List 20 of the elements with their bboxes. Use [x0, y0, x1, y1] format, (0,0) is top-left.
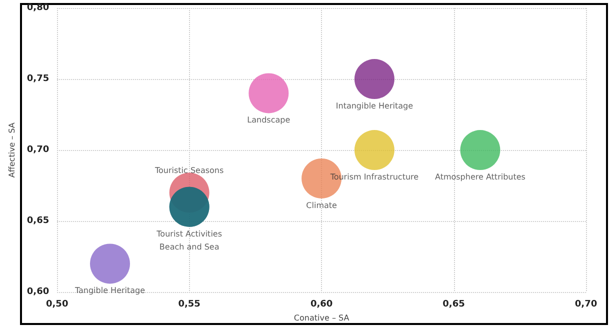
- series-label: Tourist Activities: [156, 229, 222, 238]
- x-tick-label: 0,50: [46, 300, 68, 310]
- y-tick-label: 0,75: [26, 74, 50, 84]
- series-label: Atmosphere Attributes: [434, 172, 526, 182]
- series-label: Tangible Heritage: [74, 286, 146, 296]
- series-label: Climate: [306, 200, 338, 210]
- x-tick-label: 0,65: [442, 300, 465, 310]
- x-tick-label: 0,70: [574, 300, 598, 310]
- y-axis-title: Affective – SA: [8, 122, 16, 178]
- series-label: Intangible Heritage: [336, 102, 414, 111]
- text: Beach and Sea: [159, 242, 220, 252]
- x-tick-label: 0,60: [310, 300, 333, 310]
- y-tick-label: 0,60: [26, 287, 50, 298]
- x-axis-title: Conative – SA: [294, 314, 350, 322]
- series-label: Touristic Seasons: [154, 166, 224, 176]
- series-label: Landscape: [247, 116, 290, 125]
- y-tick-label: 0,65: [26, 216, 50, 226]
- x-tick-label: 0,55: [178, 300, 200, 310]
- y-tick-label: 0,80: [26, 3, 50, 13]
- y-tick-label: 0,70: [26, 145, 50, 156]
